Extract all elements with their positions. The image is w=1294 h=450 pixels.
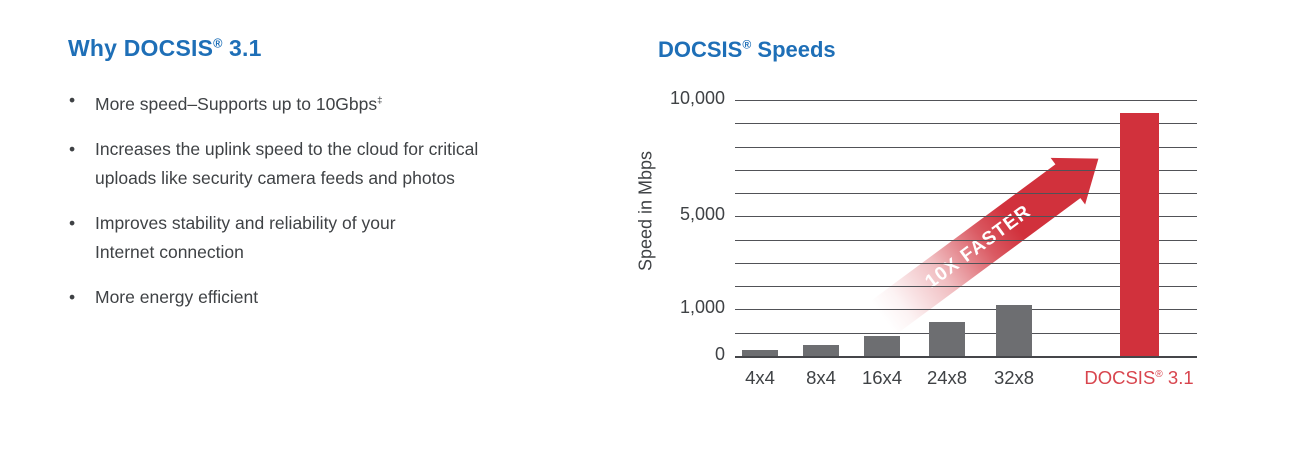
bullet-dot-icon: • bbox=[69, 138, 76, 159]
x-tick-label: DOCSIS® 3.1 bbox=[1084, 367, 1194, 388]
bullet-text: Improves stability and reliability of yo… bbox=[95, 212, 396, 262]
bullet-dot-icon: • bbox=[69, 90, 76, 110]
y-tick-label: 10,000 bbox=[669, 88, 725, 108]
gridline bbox=[735, 169, 1197, 171]
y-tick-label: 0 bbox=[714, 344, 725, 364]
chart-bar bbox=[742, 350, 778, 356]
gridline bbox=[735, 332, 1197, 334]
x-tick-label: 4x4 bbox=[745, 367, 775, 388]
x-tick-label: 8x4 bbox=[806, 367, 836, 388]
gridline bbox=[735, 262, 1197, 264]
benefit-list: • More speed–Supports up to 10Gbps‡ • Incre… bbox=[68, 86, 548, 328]
y-tick-label: 5,000 bbox=[679, 204, 725, 225]
bullet-item: • Increases the uplink speed to the cloud… bbox=[68, 135, 548, 193]
chart-bar bbox=[1119, 112, 1159, 356]
x-axis-line bbox=[735, 356, 1197, 358]
bullet-item: • More speed–Supports up to 10Gbps‡ bbox=[68, 86, 548, 119]
gridline bbox=[735, 239, 1197, 241]
y-tick-label: 1,000 bbox=[679, 297, 725, 318]
bullet-text: Increases the uplink speed to the cloud … bbox=[95, 138, 479, 188]
gridline bbox=[735, 309, 1197, 311]
gridline bbox=[735, 146, 1197, 148]
chart-title: DOCSIS® Speeds bbox=[658, 37, 836, 62]
x-tick-label: 32x8 bbox=[993, 367, 1035, 388]
bar-chart-plot-area: Speed in Mbps 10X FASTER 0 1,000 5,000 10,0… bbox=[636, 88, 1197, 388]
bullet-item: • More energy efficient bbox=[68, 283, 548, 312]
gridline bbox=[735, 123, 1197, 125]
x-tick-label: 24x8 bbox=[926, 367, 968, 388]
x-tick-label: 16x4 bbox=[861, 367, 903, 388]
bullet-text: More energy efficient bbox=[95, 286, 259, 307]
chart-bar bbox=[996, 304, 1032, 356]
bullet-text: More speed–Supports up to 10Gbps‡ bbox=[95, 93, 383, 114]
gridline bbox=[735, 216, 1197, 218]
bullet-item: • Improves stability and reliability of y… bbox=[68, 209, 548, 267]
gridline bbox=[735, 100, 1197, 101]
chart-bar bbox=[929, 322, 965, 356]
chart-bar bbox=[803, 345, 839, 356]
bullet-dot-icon: • bbox=[69, 286, 76, 307]
chart-bar bbox=[864, 336, 900, 356]
gridline bbox=[735, 193, 1197, 195]
gridline bbox=[735, 286, 1197, 288]
left-panel-heading: Why DOCSIS® 3.1 bbox=[68, 35, 262, 61]
bullet-dot-icon: • bbox=[69, 212, 76, 233]
